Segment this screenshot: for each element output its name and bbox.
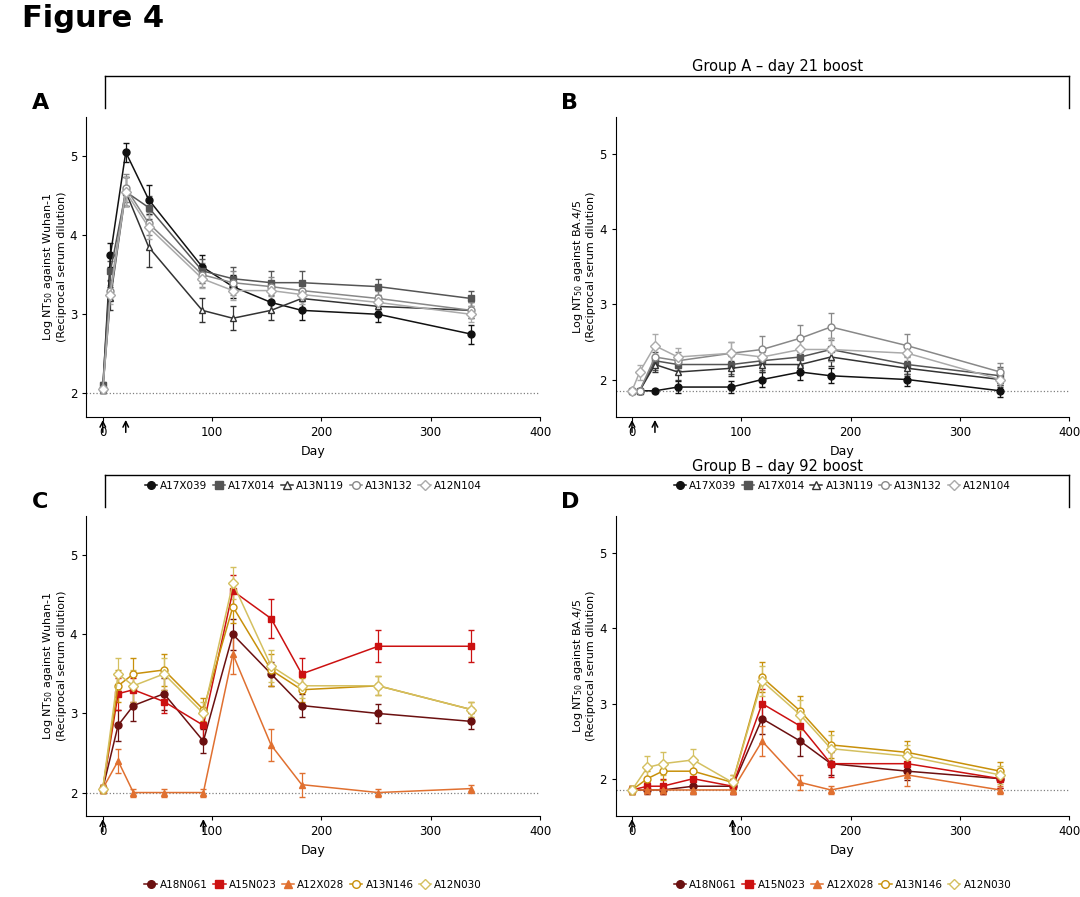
Legend: A17X039, A17X014, A13N119, A13N132, A12N104: A17X039, A17X014, A13N119, A13N132, A12N… bbox=[140, 476, 486, 495]
X-axis label: Day: Day bbox=[831, 844, 854, 857]
Text: B: B bbox=[562, 92, 578, 112]
Y-axis label: Log NT$_{50}$ against Wuhan-1
(Reciprocal serum dilution): Log NT$_{50}$ against Wuhan-1 (Reciproca… bbox=[41, 591, 67, 741]
Text: D: D bbox=[562, 492, 580, 511]
Text: Group B – day 92 boost: Group B – day 92 boost bbox=[692, 458, 863, 474]
X-axis label: Day: Day bbox=[831, 445, 854, 457]
Legend: A18N061, A15N023, A12X028, A13N146, A12N030: A18N061, A15N023, A12X028, A13N146, A12N… bbox=[140, 875, 486, 894]
Y-axis label: Log NT$_{50}$ against BA.4/5
(Reciprocal serum dilution): Log NT$_{50}$ against BA.4/5 (Reciprocal… bbox=[570, 192, 596, 342]
Text: A: A bbox=[32, 92, 50, 112]
Legend: A18N061, A15N023, A12X028, A13N146, A12N030: A18N061, A15N023, A12X028, A13N146, A12N… bbox=[670, 875, 1015, 894]
Y-axis label: Log NT$_{50}$ against Wuhan-1
(Reciprocal serum dilution): Log NT$_{50}$ against Wuhan-1 (Reciproca… bbox=[41, 192, 67, 342]
Legend: A17X039, A17X014, A13N119, A13N132, A12N104: A17X039, A17X014, A13N119, A13N132, A12N… bbox=[670, 476, 1015, 495]
Text: Group A – day 21 boost: Group A – day 21 boost bbox=[692, 59, 863, 74]
Y-axis label: Log NT$_{50}$ against BA.4/5
(Reciprocal serum dilution): Log NT$_{50}$ against BA.4/5 (Reciprocal… bbox=[570, 591, 596, 741]
X-axis label: Day: Day bbox=[301, 445, 325, 457]
Text: Figure 4: Figure 4 bbox=[22, 4, 164, 33]
Text: C: C bbox=[32, 492, 49, 511]
X-axis label: Day: Day bbox=[301, 844, 325, 857]
